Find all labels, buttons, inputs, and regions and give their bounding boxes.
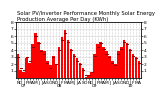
Bar (138, 60, 140, 78)
Bar (25, 58, 28, 78)
Bar (49, 65, 52, 78)
Bar (61, 37, 63, 78)
Bar (58, 46, 60, 78)
Bar (16, 54, 19, 78)
Bar (67, 40, 69, 78)
Bar (126, 43, 128, 78)
Bar (22, 72, 25, 78)
Bar (70, 49, 72, 78)
Bar (117, 51, 120, 78)
Bar (132, 54, 134, 78)
Bar (82, 68, 84, 78)
Bar (46, 60, 49, 78)
Bar (111, 60, 114, 78)
Bar (99, 42, 102, 78)
Bar (64, 30, 66, 78)
Bar (120, 46, 123, 78)
Text: Solar PV/Inverter Performance Monthly Solar Energy Production Average Per Day (K: Solar PV/Inverter Performance Monthly So… (17, 11, 155, 22)
Bar (84, 77, 87, 78)
Bar (76, 58, 78, 78)
Bar (93, 54, 96, 78)
Bar (40, 50, 43, 78)
Bar (20, 70, 22, 78)
Bar (55, 64, 57, 78)
Bar (52, 56, 55, 78)
Bar (108, 56, 111, 78)
Bar (90, 72, 93, 78)
Bar (105, 51, 108, 78)
Bar (37, 42, 40, 78)
Bar (73, 54, 75, 78)
Bar (88, 74, 90, 78)
Bar (28, 63, 31, 78)
Bar (114, 64, 117, 78)
Bar (102, 46, 105, 78)
Bar (43, 51, 46, 78)
Bar (129, 49, 131, 78)
Bar (135, 57, 137, 78)
Bar (96, 44, 99, 78)
Bar (34, 32, 37, 78)
Bar (31, 44, 34, 78)
Bar (79, 63, 81, 78)
Bar (123, 40, 125, 78)
